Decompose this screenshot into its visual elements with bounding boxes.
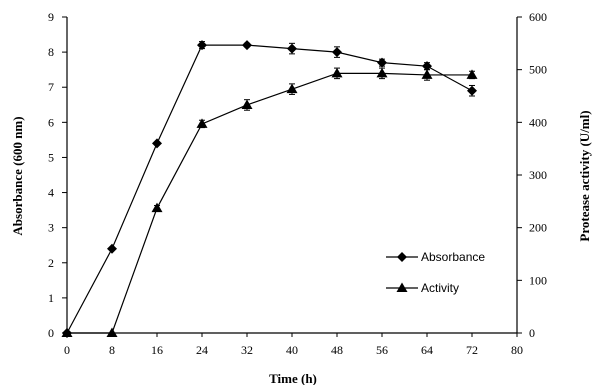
absorbance-point [107,243,117,254]
x-tick-label: 40 [286,343,298,357]
legend-absorbance-marker [397,252,407,262]
activity-series-line [67,72,472,334]
legend-absorbance-label: Absorbance [421,250,485,264]
left-y-tick-label: 1 [48,291,54,305]
absorbance-point [242,40,252,51]
legend: Absorbance Activity [386,250,485,295]
activity-point [106,327,118,337]
right-y-axis-ticks: 0 100 200 300 400 500 600 [517,10,547,340]
x-tick-label: 32 [241,343,253,357]
right-y-tick-label: 600 [529,10,547,24]
absorbance-point [422,61,432,72]
right-y-tick-label: 300 [529,168,547,182]
activity-point [376,67,388,78]
left-y-tick-label: 3 [48,221,54,235]
activity-point [286,83,298,94]
right-y-tick-label: 0 [529,326,535,340]
absorbance-point [332,47,342,58]
absorbance-series-line [66,44,473,334]
left-y-tick-label: 7 [48,80,54,94]
left-y-axis-title: Absorbance (600 nm) [10,116,25,235]
left-y-tick-label: 5 [48,150,54,164]
left-y-tick-label: 2 [48,256,54,270]
x-axis-title: Time (h) [269,371,317,385]
left-y-axis-ticks: 0 1 2 3 4 5 6 7 8 9 [48,10,67,340]
absorbance-point [152,138,162,149]
left-y-tick-label: 4 [48,186,54,200]
right-y-tick-label: 400 [529,115,547,129]
activity-point [466,69,478,79]
absorbance-point [197,40,207,51]
x-tick-label: 0 [64,343,70,357]
x-axis-ticks: 0 8 16 24 32 40 48 56 64 72 80 [64,333,523,357]
x-tick-label: 24 [196,343,208,357]
right-y-tick-label: 100 [529,273,547,287]
activity-point [331,67,343,78]
left-y-tick-label: 9 [48,10,54,24]
x-tick-label: 72 [466,343,478,357]
series-layer [61,40,478,338]
x-tick-label: 8 [109,343,115,357]
left-y-tick-label: 0 [48,326,54,340]
x-tick-label: 48 [331,343,343,357]
activity-point [196,118,208,128]
legend-activity-label: Activity [421,281,459,295]
x-tick-label: 16 [151,343,163,357]
activity-point [241,99,253,109]
activity-point [61,327,73,337]
left-y-tick-label: 8 [48,45,54,59]
x-tick-label: 64 [421,343,433,357]
right-y-axis-title: Protease activity (U/ml) [577,110,592,241]
activity-point [421,69,433,79]
right-y-tick-label: 500 [529,63,547,77]
x-tick-label: 56 [376,343,388,357]
activity-point [151,202,163,213]
left-y-tick-label: 6 [48,115,54,129]
absorbance-point [287,43,297,54]
absorbance-point [377,57,387,68]
legend-activity-marker [396,282,408,292]
absorbance-point [467,85,477,96]
x-tick-label: 80 [511,343,523,357]
right-y-tick-label: 200 [529,221,547,235]
